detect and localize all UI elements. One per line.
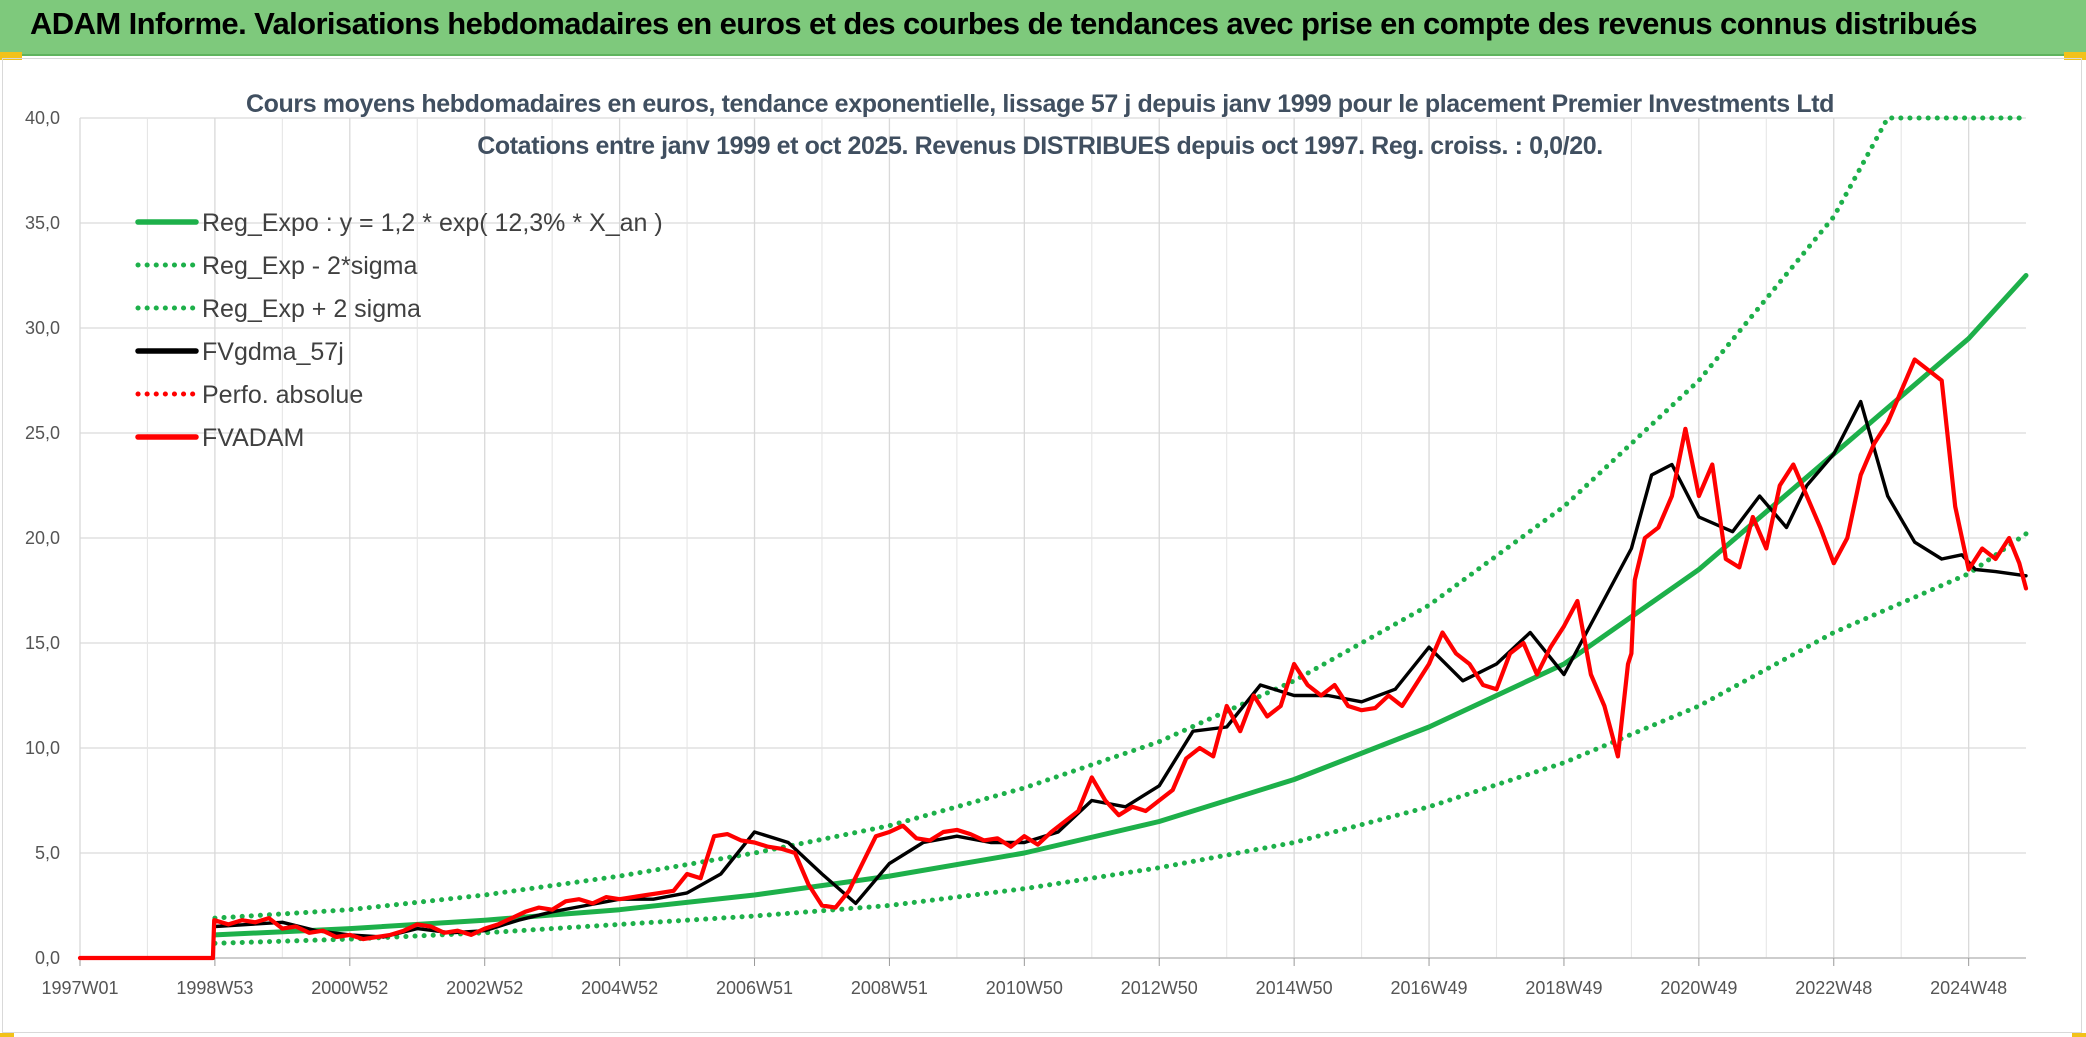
header-banner: ADAM Informe. Valorisations hebdomadaire…	[0, 0, 2086, 56]
x-tick-label: 1998W53	[176, 978, 253, 998]
legend-label-2: Reg_Exp + 2 sigma	[202, 295, 421, 323]
chart-title: Cours moyens hebdomadaires en euros, ten…	[246, 90, 1834, 118]
legend-label-1: Reg_Exp - 2*sigma	[202, 252, 417, 280]
series-lines	[77, 115, 2029, 961]
chart-subtitle: Cotations entre janv 1999 et oct 2025. R…	[477, 132, 1603, 160]
legend: Reg_Expo : y = 1,2 * exp( 12,3% * X_an )…	[135, 209, 663, 452]
x-tick-label: 2000W52	[311, 978, 388, 998]
series-line-0	[212, 273, 2029, 938]
corner-marker	[2064, 52, 2086, 60]
legend-label-3: FVgdma_57j	[202, 338, 344, 366]
y-tick-label: 25,0	[25, 423, 60, 443]
x-tick-label: 2008W51	[851, 978, 928, 998]
x-tick-label: 2002W52	[446, 978, 523, 998]
y-tick-label: 10,0	[25, 738, 60, 758]
y-tick-label: 15,0	[25, 633, 60, 653]
x-tick-label: 2014W50	[1256, 978, 1333, 998]
x-tick-label: 2012W50	[1121, 978, 1198, 998]
legend-label-4: Perfo. absolue	[202, 381, 363, 409]
legend-label-0: Reg_Expo : y = 1,2 * exp( 12,3% * X_an )	[202, 209, 663, 237]
x-tick-label: 1997W01	[41, 978, 118, 998]
corner-marker	[0, 52, 22, 60]
corner-marker	[2072, 1033, 2086, 1037]
legend-label-5: FVADAM	[202, 424, 304, 452]
y-tick-label: 0,0	[35, 948, 60, 968]
y-tick-label: 40,0	[25, 108, 60, 128]
x-axis-ticks: 1997W01 1998W53 2000W52 2002W52 2004W52 2006W…	[41, 958, 2007, 998]
grid-lines	[79, 117, 2026, 959]
series-line-3	[213, 399, 2028, 939]
y-tick-label: 30,0	[25, 318, 60, 338]
page-title: ADAM Informe. Valorisations hebdomadaire…	[30, 6, 1977, 41]
y-axis-ticks: 0,0 5,0 10,0 15,0 20,0 25,0 30,0 35,0 40,0	[25, 108, 60, 968]
y-tick-label: 5,0	[35, 843, 60, 863]
y-tick-label: 35,0	[25, 213, 60, 233]
x-tick-label: 2018W49	[1525, 978, 1602, 998]
x-tick-label: 2006W51	[716, 978, 793, 998]
x-tick-label: 2022W48	[1795, 978, 1872, 998]
x-tick-label: 2020W49	[1660, 978, 1737, 998]
x-tick-label: 2004W52	[581, 978, 658, 998]
series-line-2	[212, 115, 2029, 921]
corner-marker	[0, 1033, 14, 1037]
x-tick-label: 2024W48	[1930, 978, 2007, 998]
chart-frame	[2, 58, 2082, 1033]
y-tick-label: 20,0	[25, 528, 60, 548]
series-line-1	[212, 531, 2029, 946]
x-tick-label: 2010W50	[986, 978, 1063, 998]
series-line-5	[77, 357, 2029, 961]
x-tick-label: 2016W49	[1391, 978, 1468, 998]
